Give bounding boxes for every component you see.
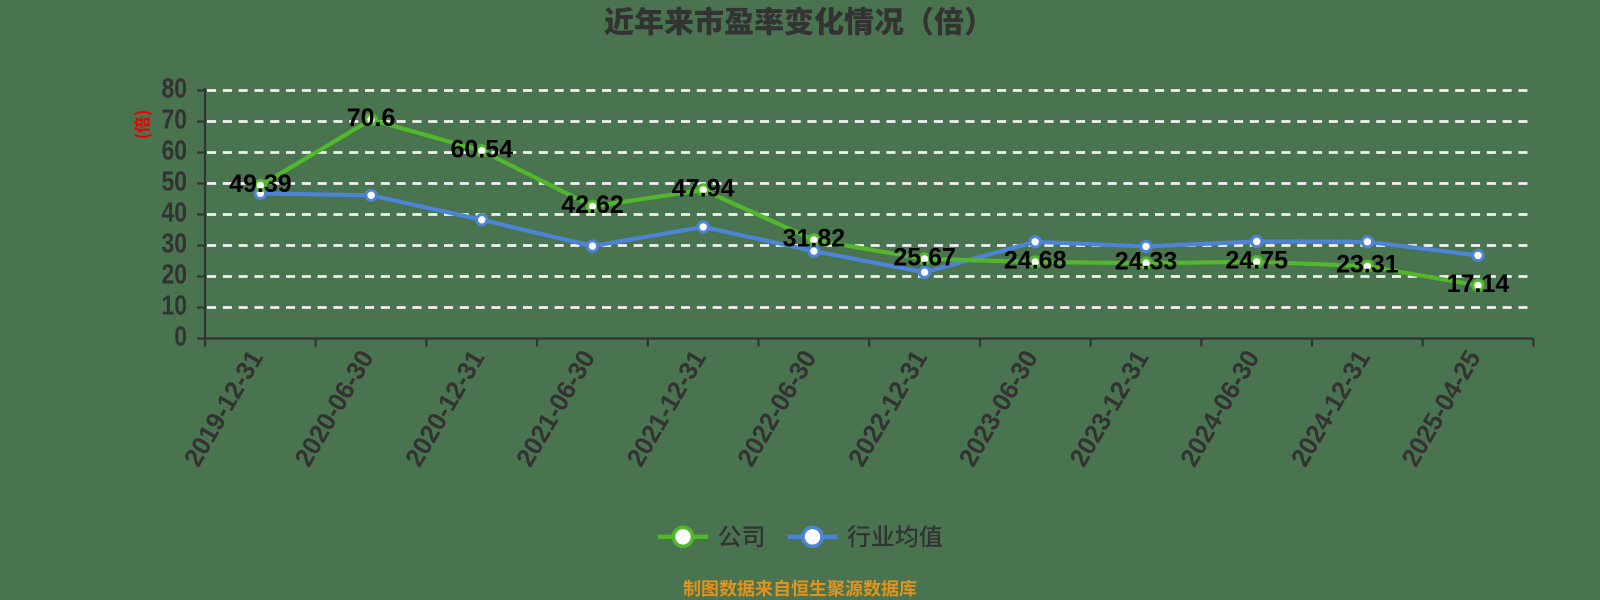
svg-text:50: 50 [161, 166, 187, 197]
svg-text:24.33: 24.33 [1115, 248, 1178, 276]
svg-text:25.67: 25.67 [893, 243, 956, 271]
svg-text:49.39: 49.39 [229, 170, 292, 198]
svg-text:10: 10 [161, 290, 187, 321]
svg-text:70.6: 70.6 [347, 104, 396, 132]
svg-text:30: 30 [161, 228, 187, 259]
svg-text:40: 40 [161, 197, 187, 228]
svg-text:17.14: 17.14 [1447, 270, 1510, 298]
svg-text:31.82: 31.82 [783, 224, 846, 252]
svg-text:0: 0 [174, 321, 187, 352]
svg-text:70: 70 [161, 104, 187, 135]
svg-text:60: 60 [161, 135, 187, 166]
svg-text:60.54: 60.54 [451, 135, 514, 163]
svg-text:20: 20 [161, 259, 187, 290]
svg-text:42.62: 42.62 [561, 191, 624, 219]
svg-text:23.31: 23.31 [1336, 251, 1399, 279]
svg-text:24.68: 24.68 [1004, 247, 1067, 275]
svg-text:47.94: 47.94 [672, 174, 735, 202]
svg-text:24.75: 24.75 [1225, 246, 1288, 274]
svg-text:80: 80 [161, 73, 187, 104]
